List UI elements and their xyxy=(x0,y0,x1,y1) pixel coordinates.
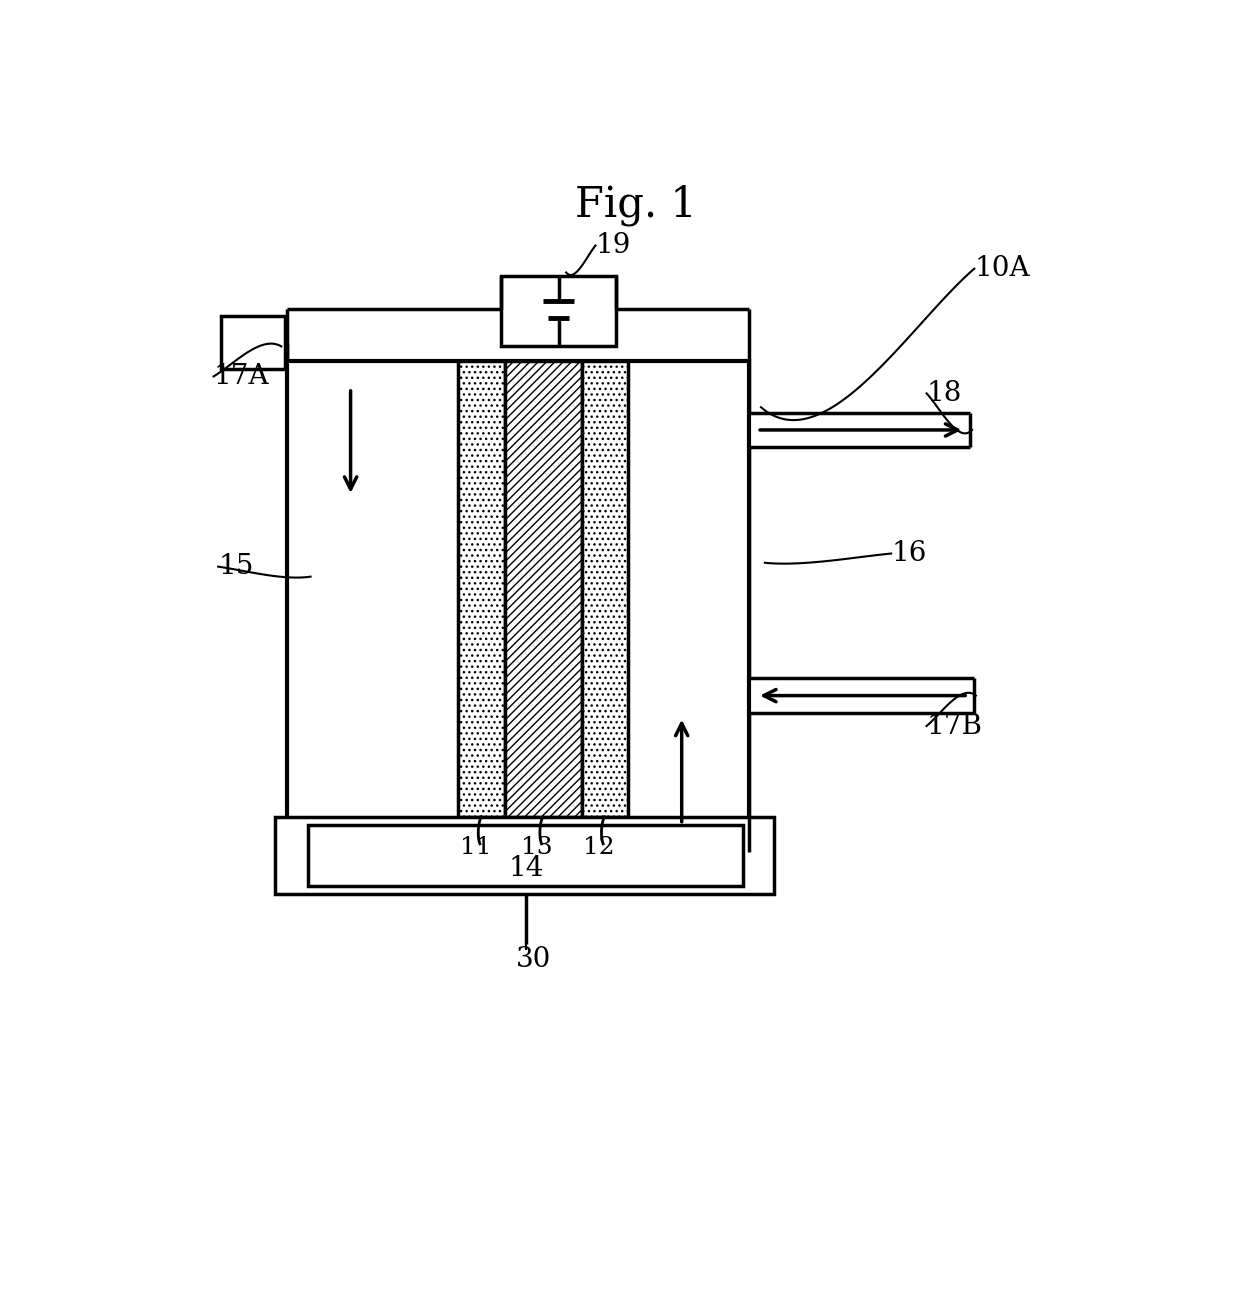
Bar xyxy=(275,817,774,893)
Bar xyxy=(221,316,285,369)
Bar xyxy=(288,361,749,852)
Bar xyxy=(582,361,627,817)
Text: 17B: 17B xyxy=(926,713,982,740)
Text: 16: 16 xyxy=(892,540,926,567)
Bar xyxy=(309,825,743,886)
Text: 13: 13 xyxy=(521,837,553,860)
Text: 12: 12 xyxy=(583,837,614,860)
Text: 17A: 17A xyxy=(213,363,269,391)
Text: 11: 11 xyxy=(460,837,491,860)
Text: 30: 30 xyxy=(516,946,551,973)
Text: Fig. 1: Fig. 1 xyxy=(574,184,697,226)
Text: 15: 15 xyxy=(218,553,253,580)
Bar xyxy=(501,276,616,345)
Text: 18: 18 xyxy=(926,380,962,407)
Text: 19: 19 xyxy=(595,232,631,259)
Text: 14: 14 xyxy=(508,856,543,883)
Text: 10A: 10A xyxy=(975,255,1030,282)
Bar xyxy=(459,361,505,817)
Bar xyxy=(505,361,582,817)
